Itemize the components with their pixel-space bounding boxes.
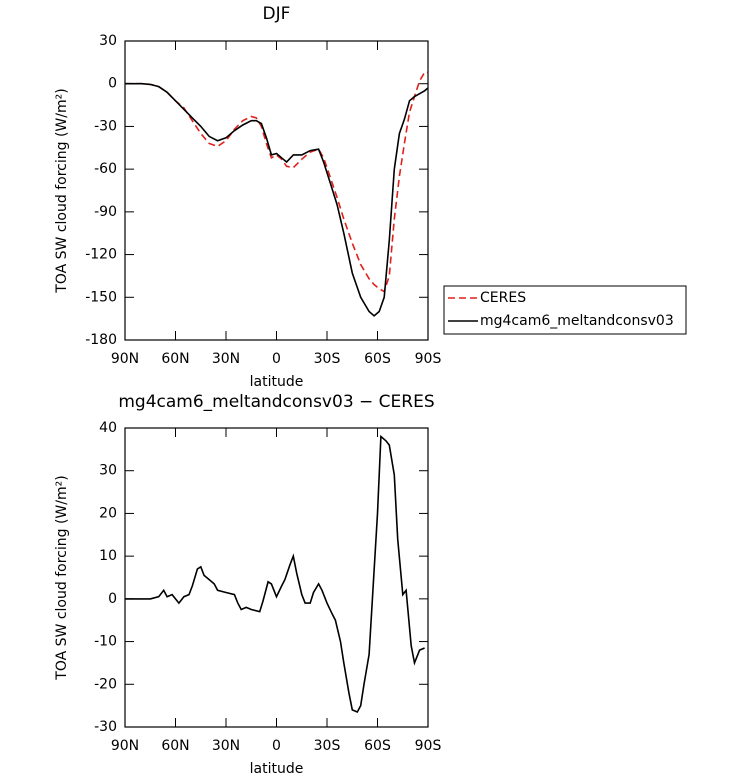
- y-tick-label: -180: [85, 332, 117, 348]
- plot-frame: [124, 40, 429, 341]
- y-axis-label: TOA SW cloud forcing (W/m²): [54, 475, 70, 680]
- x-tick-label: 90S: [415, 738, 442, 754]
- plot-frame: [124, 427, 429, 728]
- x-tick-label: 30N: [212, 351, 240, 367]
- x-tick-label: 0: [272, 738, 281, 754]
- y-tick-label: 20: [99, 505, 117, 521]
- x-tick-label: 30S: [314, 351, 341, 367]
- data-line: [125, 434, 425, 714]
- data-line: [125, 82, 429, 317]
- data-line: [125, 71, 428, 293]
- chart-title: mg4cam6_meltandconsv03 − CERES: [118, 392, 434, 412]
- x-tick-label: 30S: [314, 738, 341, 754]
- y-tick-label: -20: [94, 676, 117, 692]
- y-tick-label: 10: [99, 548, 117, 564]
- x-tick-label: 90N: [111, 351, 139, 367]
- x-tick-label: 60S: [364, 351, 391, 367]
- x-tick-label: 60S: [364, 738, 391, 754]
- x-axis-label: latitude: [250, 374, 304, 390]
- legend-box: [443, 285, 687, 335]
- x-tick-label: 90S: [415, 351, 442, 367]
- y-tick-label: -10: [94, 634, 117, 650]
- y-tick-label: -90: [94, 204, 117, 220]
- x-tick-label: 90N: [111, 738, 139, 754]
- chart-title: DJF: [263, 4, 291, 24]
- y-tick-label: 40: [99, 420, 117, 436]
- y-tick-label: 30: [99, 33, 117, 49]
- legend-label: mg4cam6_meltandconsv03: [480, 313, 674, 329]
- y-tick-label: 0: [108, 591, 117, 607]
- x-tick-label: 60N: [161, 351, 189, 367]
- y-axis-label: TOA SW cloud forcing (W/m²): [54, 88, 70, 293]
- y-tick-label: 0: [108, 76, 117, 92]
- x-tick-label: 60N: [161, 738, 189, 754]
- y-tick-label: 30: [99, 463, 117, 479]
- y-tick-label: -30: [94, 719, 117, 735]
- y-tick-label: -120: [85, 247, 117, 263]
- x-tick-label: 30N: [212, 738, 240, 754]
- y-tick-label: -30: [94, 118, 117, 134]
- legend-label: CERES: [480, 290, 526, 306]
- y-tick-label: -150: [85, 289, 117, 305]
- y-tick-label: -60: [94, 161, 117, 177]
- x-axis-label: latitude: [250, 761, 304, 777]
- x-tick-label: 0: [272, 351, 281, 367]
